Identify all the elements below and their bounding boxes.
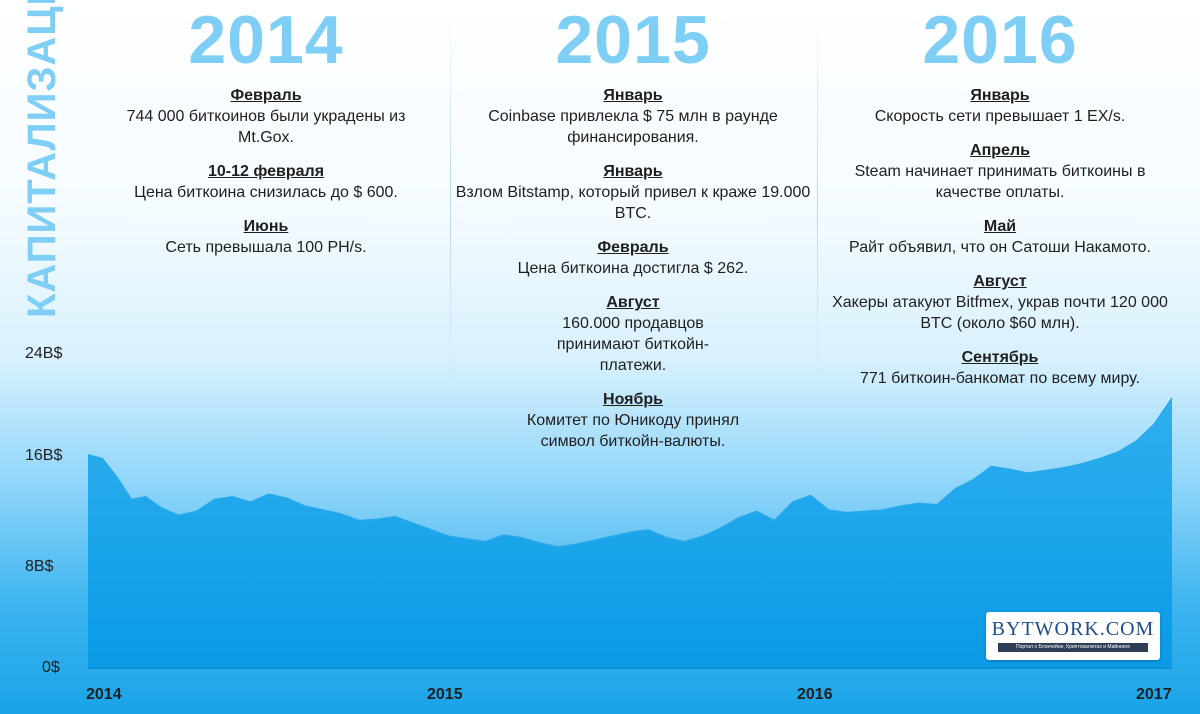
event-month: Февраль <box>597 239 669 256</box>
event-item: Апрель Steam начинает принимать биткоины… <box>820 141 1180 203</box>
event-month: Май <box>983 218 1017 235</box>
events-2014: Февраль 744 000 биткоинов были украдены … <box>86 86 446 272</box>
event-item: Ноябрь Комитет по Юникоду принял символ … <box>453 390 813 452</box>
event-item: Январь Скорость сети превышает 1 EX/s. <box>820 86 1180 127</box>
event-text: Сеть превышала 100 PH/s. <box>165 239 367 256</box>
events-2015: Январь Coinbase привлекла $ 75 млн в рау… <box>453 86 813 466</box>
event-item: Сентябрь 771 биткоин-банкомат по всему м… <box>820 348 1180 389</box>
event-text: Райт объявил, что он Сатоши Накамото. <box>849 239 1151 256</box>
capitalization-line <box>87 397 1173 548</box>
x-tick-label: 2014 <box>86 686 122 703</box>
event-month: Июнь <box>243 218 289 235</box>
event-item: Май Райт объявил, что он Сатоши Накамото… <box>820 217 1180 258</box>
event-text: Steam начинает принимать биткоины в каче… <box>854 163 1146 201</box>
y-tick-label: 0$ <box>42 659 60 676</box>
event-text: Цена биткоина снизилась до $ 600. <box>134 184 398 201</box>
x-tick-label: 2016 <box>797 686 833 703</box>
event-text: Coinbase привлекла $ 75 млн в раунде фин… <box>488 108 778 146</box>
event-month: Ноябрь <box>603 391 663 408</box>
logo-name: BYTWORK.COM <box>991 618 1155 640</box>
event-month: Август <box>606 294 660 311</box>
y-tick-label: 16B$ <box>25 447 63 464</box>
event-item: 10-12 февраля Цена биткоина снизилась до… <box>86 162 446 203</box>
event-text: 744 000 биткоинов были украдены из Mt.Go… <box>126 108 406 146</box>
capitalization-axis-title: КАПИТАЛИЗАЦИЯ <box>20 0 64 318</box>
event-month: Февраль <box>230 87 302 104</box>
y-tick-label: 24B$ <box>25 345 63 362</box>
logo-tagline: Портал о Блокчейне, Криптовалютах и Майн… <box>998 643 1148 652</box>
events-2016: Январь Скорость сети превышает 1 EX/s. А… <box>820 86 1180 403</box>
event-month: Сентябрь <box>961 349 1039 366</box>
event-item: Январь Coinbase привлекла $ 75 млн в рау… <box>453 86 813 148</box>
x-tick-label: 2015 <box>427 686 463 703</box>
event-month: Январь <box>970 87 1030 104</box>
event-text: 160.000 продавцов принимают биткойн-плат… <box>556 315 710 374</box>
event-month: Январь <box>603 87 663 104</box>
event-text: Скорость сети превышает 1 EX/s. <box>874 108 1126 125</box>
event-month: Апрель <box>970 142 1030 159</box>
event-item: Февраль Цена биткоина достигла $ 262. <box>453 238 813 279</box>
year-title-2015: 2015 <box>555 2 711 78</box>
event-text: Хакеры атакуют Bitfmex, украв почти 120 … <box>832 294 1168 332</box>
event-month: Январь <box>603 163 663 180</box>
event-item: Август 160.000 продавцов принимают битко… <box>453 293 813 376</box>
event-item: Июнь Сеть превышала 100 PH/s. <box>86 217 446 258</box>
event-item: Август Хакеры атакуют Bitfmex, украв поч… <box>820 272 1180 334</box>
x-tick-label: 2017 <box>1136 686 1172 703</box>
event-text: Цена биткоина достигла $ 262. <box>517 260 749 277</box>
year-title-2016: 2016 <box>922 2 1078 78</box>
year-title-2014: 2014 <box>188 2 344 78</box>
event-item: Февраль 744 000 биткоинов были украдены … <box>86 86 446 148</box>
event-text: Комитет по Юникоду принял символ биткойн… <box>526 412 740 450</box>
bytwork-logo: BYTWORK.COM Портал о Блокчейне, Криптова… <box>986 612 1160 660</box>
event-month: Август <box>973 273 1027 290</box>
event-text: Взлом Bitstamp, который привел к краже 1… <box>455 184 811 222</box>
column-divider <box>450 10 451 395</box>
y-tick-label: 8B$ <box>25 558 54 575</box>
column-divider <box>817 10 818 395</box>
event-item: Январь Взлом Bitstamp, который привел к … <box>453 162 813 224</box>
event-text: 771 биткоин-банкомат по всему миру. <box>859 370 1141 387</box>
event-month: 10-12 февраля <box>207 163 325 180</box>
